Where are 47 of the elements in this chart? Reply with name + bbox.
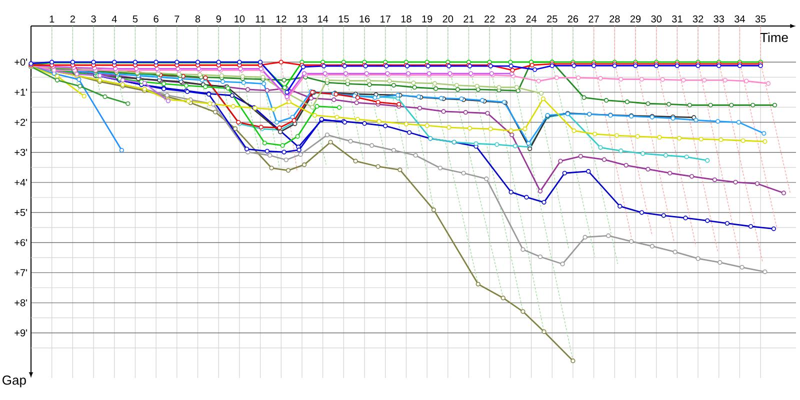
x-tick-label: 20 [442, 15, 454, 22]
x-tick-label: 30 [651, 15, 662, 22]
x-tick-label: 23 [505, 15, 516, 22]
x-tick-label: 31 [672, 15, 682, 22]
y-tick-label: +4' [14, 179, 27, 186]
x-tick-label: 15 [338, 15, 349, 22]
x-tick-label: 13 [297, 15, 308, 22]
x-tick-label: 6 [154, 15, 158, 22]
x-tick-label: 35 [755, 15, 766, 22]
x-tick-label: 1 [50, 16, 54, 22]
x-tick-label: 34 [734, 15, 745, 22]
x-tick-label: 5 [132, 15, 138, 22]
x-tick-label: 12 [276, 15, 286, 22]
x-tick-label: 28 [610, 15, 620, 22]
x-tick-label: 2 [70, 15, 75, 22]
x-tick-label: 21 [464, 15, 474, 22]
x-tick-label: 25 [547, 15, 558, 22]
x-tick-label: 18 [401, 15, 412, 22]
y-tick-label: +8' [14, 299, 27, 306]
y-tick-label: +5' [14, 209, 27, 216]
x-axis-title: Time [760, 32, 788, 42]
x-tick-label: 7 [174, 16, 180, 22]
x-tick-label: 17 [380, 16, 390, 22]
x-tick-label: 27 [588, 15, 599, 22]
y-tick-label: +1' [14, 88, 27, 96]
y-tick-label: +6' [14, 239, 27, 246]
x-tick-label: 9 [216, 15, 221, 22]
x-tick-label: 11 [256, 16, 266, 22]
y-axis-title: Gap [2, 376, 26, 388]
x-tick-label: 14 [318, 16, 328, 22]
y-tick-label: +3' [14, 148, 27, 156]
x-tick-label: 24 [526, 15, 537, 22]
y-tick-label: +9' [14, 329, 27, 336]
x-tick-label: 26 [568, 15, 578, 22]
x-tick-label: 10 [234, 15, 245, 22]
x-tick-label: 4 [112, 16, 117, 22]
y-tick-label: +7' [14, 269, 27, 276]
x-tick-label: 8 [195, 15, 200, 22]
y-tick-label: +2' [14, 118, 27, 126]
x-tick-label: 16 [360, 15, 370, 22]
x-tick-label: 32 [692, 15, 704, 22]
x-tick-label: 3 [91, 15, 96, 22]
x-tick-label: 19 [422, 15, 432, 22]
y-tick-label: +0' [14, 58, 27, 66]
x-tick-label: 29 [630, 15, 641, 22]
x-tick-label: 33 [714, 15, 724, 22]
x-tick-label: 22 [484, 15, 495, 22]
